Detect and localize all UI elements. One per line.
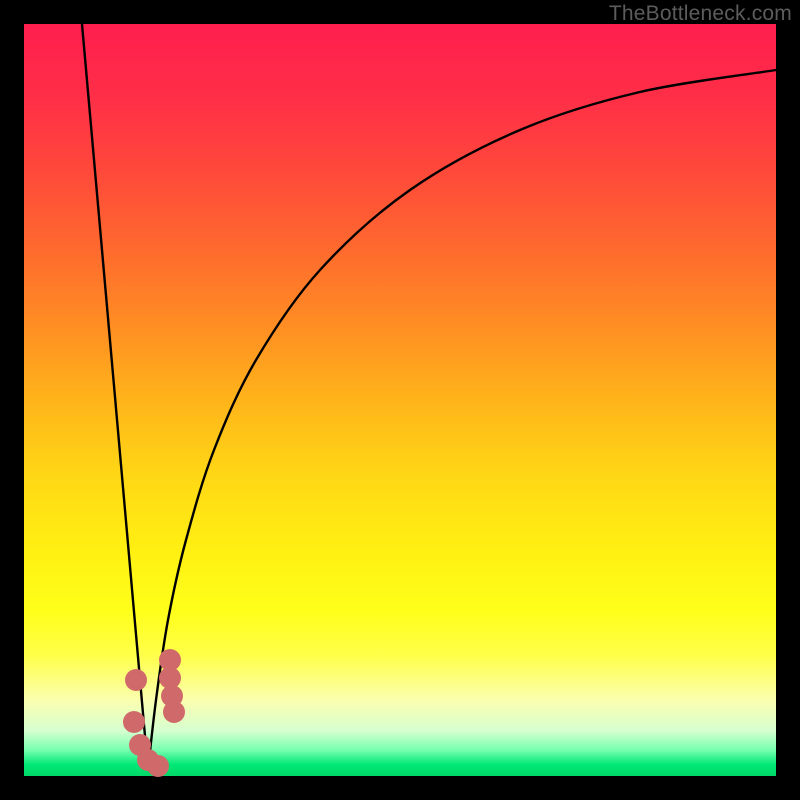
- data-point: [147, 755, 169, 777]
- data-point: [125, 669, 147, 691]
- watermark-label: TheBottleneck.com: [609, 2, 792, 26]
- plot-gradient: [24, 24, 776, 776]
- chart-container: TheBottleneck.com: [0, 0, 800, 800]
- data-point: [123, 711, 145, 733]
- data-point: [163, 701, 185, 723]
- plot-svg: [0, 0, 800, 800]
